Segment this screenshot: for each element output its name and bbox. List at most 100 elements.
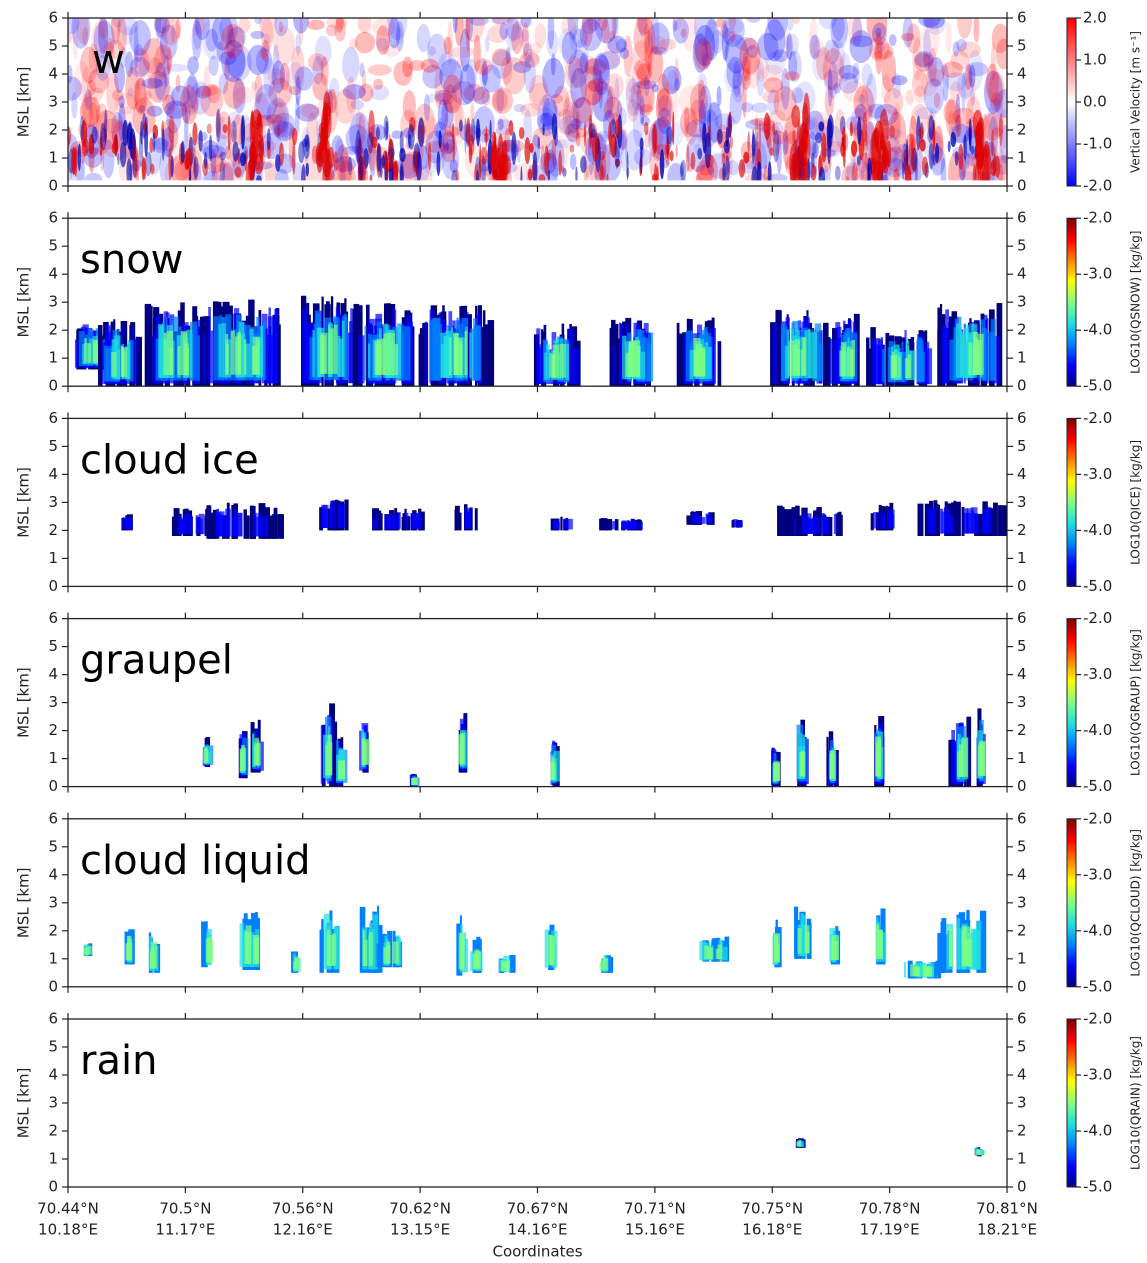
field-blob bbox=[808, 517, 810, 534]
field-blob bbox=[349, 321, 353, 383]
field-blob bbox=[829, 339, 832, 384]
field-blob bbox=[779, 506, 783, 536]
field-blob bbox=[399, 148, 405, 162]
field-blob bbox=[163, 333, 166, 375]
field-blob bbox=[948, 141, 951, 153]
field-blob bbox=[132, 150, 138, 162]
y-tick-label: 1 bbox=[48, 949, 58, 967]
field-blob bbox=[406, 513, 409, 529]
y-tick-label-right: 0 bbox=[1017, 577, 1027, 595]
field-blob bbox=[905, 90, 914, 106]
y-tick-label-right: 5 bbox=[1017, 237, 1027, 255]
field-blob bbox=[370, 85, 389, 101]
field-blob bbox=[383, 947, 386, 963]
field-blob bbox=[684, 106, 690, 135]
y-tick-label: 3 bbox=[48, 693, 58, 711]
field-blob bbox=[789, 509, 792, 536]
field-blob bbox=[484, 133, 489, 143]
field-blob bbox=[716, 949, 720, 959]
field-blob bbox=[162, 128, 165, 161]
field-blob bbox=[153, 137, 167, 153]
field-blob bbox=[528, 169, 533, 181]
field-blob bbox=[321, 333, 325, 374]
y-tick-label-right: 4 bbox=[1017, 465, 1027, 483]
field-blob bbox=[267, 128, 271, 150]
field-blob bbox=[538, 344, 542, 384]
field-blob bbox=[999, 113, 1003, 146]
field-blob bbox=[706, 513, 712, 523]
colorbar-label: LOG10(QCLOUD) [kg/kg] bbox=[1129, 829, 1143, 977]
colorbar-tick-label: -4.0 bbox=[1083, 921, 1112, 939]
field-blob bbox=[301, 164, 306, 195]
field-blob bbox=[85, 947, 89, 955]
field-blob bbox=[307, 20, 325, 30]
field-blob bbox=[251, 81, 257, 91]
field-blob bbox=[377, 943, 380, 967]
field-blob bbox=[474, 35, 481, 72]
field-blob bbox=[711, 948, 714, 960]
field-blob bbox=[784, 71, 799, 80]
field-blob bbox=[943, 326, 946, 384]
field-blob bbox=[799, 136, 807, 155]
y-tick-label-right: 4 bbox=[1017, 865, 1027, 883]
field-blob bbox=[490, 120, 492, 143]
field-blob bbox=[393, 61, 412, 86]
field-blob bbox=[889, 34, 897, 46]
field-blob bbox=[218, 324, 221, 378]
field-blob bbox=[605, 519, 608, 530]
y-tick-label-right: 4 bbox=[1017, 665, 1027, 683]
y-tick-label: 5 bbox=[48, 837, 58, 855]
field-blob bbox=[100, 123, 106, 151]
field-blob bbox=[509, 955, 515, 973]
y-tick-label: 6 bbox=[48, 209, 58, 227]
field-blob bbox=[546, 344, 550, 379]
field-blob bbox=[691, 152, 696, 170]
field-blob bbox=[336, 8, 344, 33]
field-blob bbox=[773, 129, 779, 162]
y-tick-label-right: 4 bbox=[1017, 1066, 1027, 1084]
field-blob bbox=[547, 935, 551, 965]
field-blob bbox=[414, 777, 418, 784]
y-tick-label: 0 bbox=[48, 377, 58, 395]
field-blob bbox=[88, 102, 98, 129]
field-blob bbox=[216, 108, 221, 142]
x-tick-label: 18.21°E bbox=[977, 1221, 1037, 1239]
field-blob bbox=[359, 731, 362, 771]
field-blob bbox=[626, 78, 642, 116]
colorbar-tick-label: -2.0 bbox=[1083, 809, 1112, 827]
field-blob bbox=[850, 122, 853, 137]
field-blob bbox=[928, 115, 934, 140]
field-blob bbox=[559, 344, 566, 378]
y-tick-label-right: 6 bbox=[1017, 809, 1027, 827]
field-blob bbox=[802, 338, 804, 376]
field-blob bbox=[209, 135, 212, 162]
field-blob bbox=[130, 57, 150, 77]
field-blob bbox=[75, 340, 79, 368]
panel: cloud liquid00112233445566MSL [km]-2.0-3… bbox=[15, 809, 1143, 995]
field-blob bbox=[629, 342, 635, 377]
field-blob bbox=[147, 106, 163, 117]
field-blob bbox=[603, 958, 608, 971]
y-tick-label-right: 4 bbox=[1017, 265, 1027, 283]
field-blob bbox=[950, 132, 956, 147]
field-blob bbox=[967, 508, 974, 533]
field-blob bbox=[560, 517, 562, 531]
x-tick-label: 16.18°E bbox=[742, 1221, 802, 1239]
field-blob bbox=[296, 32, 301, 55]
field-blob bbox=[342, 47, 359, 83]
field-blob bbox=[799, 752, 803, 776]
field-blob bbox=[254, 937, 259, 963]
field-blob bbox=[112, 142, 119, 154]
field-blob bbox=[139, 131, 143, 167]
field-blob bbox=[154, 62, 166, 100]
field-blob bbox=[538, 136, 541, 149]
x-tick-label: 70.75°N bbox=[741, 1200, 803, 1218]
field-blob bbox=[388, 148, 395, 158]
field-blob bbox=[153, 132, 156, 152]
field-blob bbox=[485, 36, 490, 52]
field-blob bbox=[404, 326, 411, 380]
field-blob bbox=[192, 18, 202, 60]
field-blob bbox=[592, 133, 598, 162]
field-blob bbox=[803, 518, 806, 534]
field-blob bbox=[614, 77, 619, 117]
